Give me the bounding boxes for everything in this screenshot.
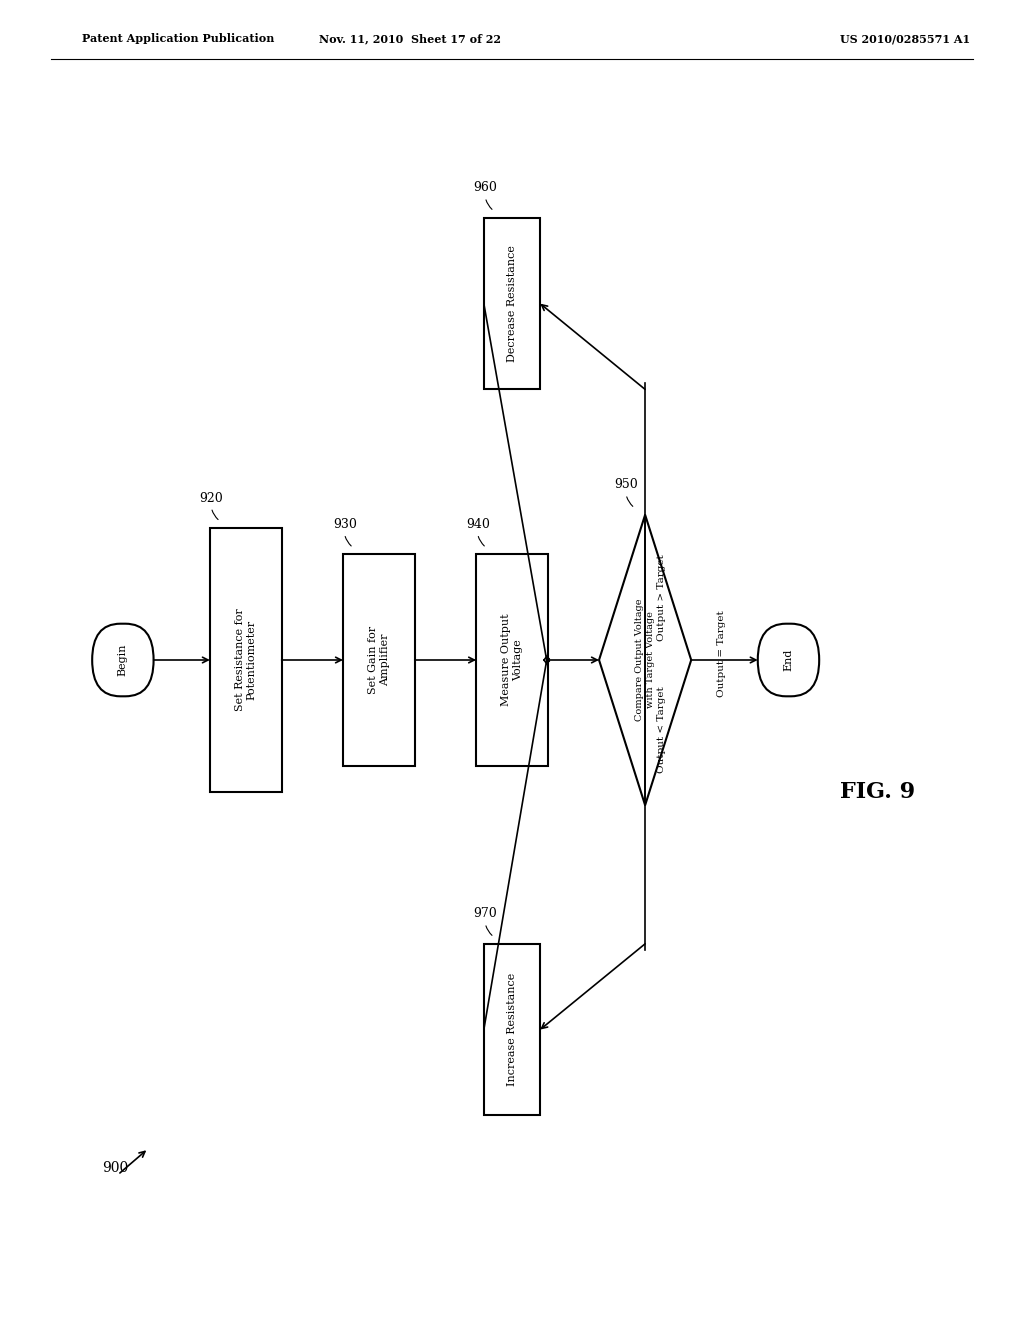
Text: Compare Output Voltage
with Target Voltage: Compare Output Voltage with Target Volta… — [636, 599, 654, 721]
Text: 950: 950 — [614, 478, 638, 507]
Text: Begin: Begin — [118, 644, 128, 676]
Text: 940: 940 — [466, 517, 489, 546]
Text: Measure Output
Voltage: Measure Output Voltage — [501, 614, 523, 706]
FancyBboxPatch shape — [343, 554, 415, 766]
Text: Increase Resistance: Increase Resistance — [507, 973, 517, 1086]
Text: Decrease Resistance: Decrease Resistance — [507, 246, 517, 362]
Text: 960: 960 — [473, 181, 498, 210]
FancyBboxPatch shape — [210, 528, 282, 792]
Text: US 2010/0285571 A1: US 2010/0285571 A1 — [840, 33, 970, 44]
Text: Set Gain for
Amplifier: Set Gain for Amplifier — [368, 626, 390, 694]
Text: Output = Target: Output = Target — [717, 610, 726, 697]
FancyBboxPatch shape — [483, 944, 541, 1115]
Polygon shape — [599, 515, 691, 805]
Text: 970: 970 — [473, 907, 498, 936]
FancyBboxPatch shape — [758, 624, 819, 697]
Text: End: End — [783, 649, 794, 671]
Text: 930: 930 — [333, 517, 356, 546]
Text: Nov. 11, 2010  Sheet 17 of 22: Nov. 11, 2010 Sheet 17 of 22 — [318, 33, 501, 44]
Text: FIG. 9: FIG. 9 — [840, 781, 914, 803]
FancyBboxPatch shape — [92, 624, 154, 697]
FancyBboxPatch shape — [483, 218, 541, 389]
Text: 920: 920 — [200, 491, 223, 520]
Text: Set Resistance for
Potentiometer: Set Resistance for Potentiometer — [234, 609, 257, 711]
Text: Patent Application Publication: Patent Application Publication — [82, 33, 274, 44]
FancyBboxPatch shape — [476, 554, 548, 766]
Text: 900: 900 — [102, 1162, 129, 1175]
Text: Output < Target: Output < Target — [657, 686, 667, 772]
Text: Output > Target: Output > Target — [657, 554, 667, 640]
